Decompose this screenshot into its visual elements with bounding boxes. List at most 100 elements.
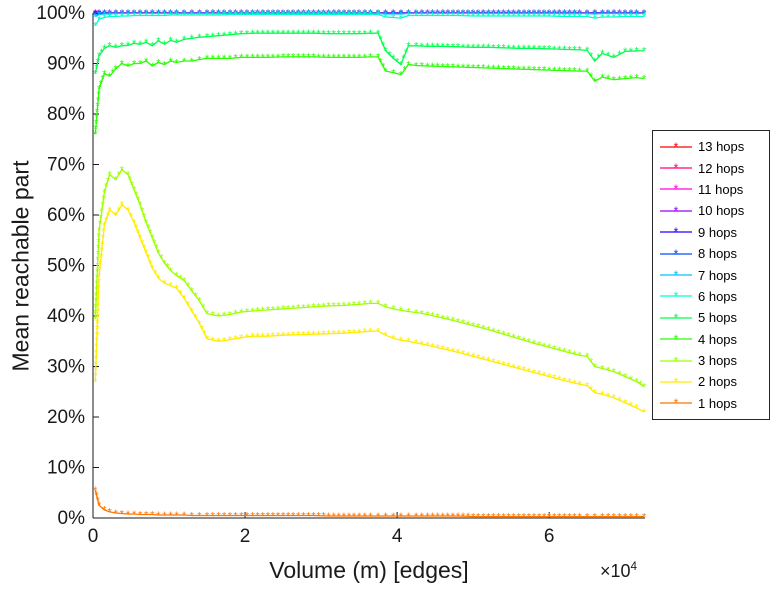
marker-asterisk: *: [201, 302, 206, 314]
marker-asterisk: *: [162, 8, 167, 20]
marker-asterisk: *: [532, 338, 537, 350]
marker-asterisk: *: [414, 307, 419, 319]
legend-item-12-hops: * 12 hops: [659, 157, 769, 178]
marker-asterisk: *: [291, 330, 296, 342]
marker-asterisk: *: [94, 353, 99, 365]
marker-asterisk: *: [522, 365, 527, 377]
marker-asterisk: *: [589, 356, 594, 368]
marker-asterisk: *: [256, 331, 261, 343]
legend-item-4-hops: * 4 hops: [659, 329, 769, 350]
marker-asterisk: *: [114, 11, 119, 23]
marker-asterisk: *: [150, 8, 155, 20]
marker-asterisk: *: [368, 511, 373, 523]
marker-asterisk: *: [301, 28, 306, 40]
marker-asterisk: *: [332, 328, 337, 340]
marker-asterisk: *: [95, 335, 100, 347]
marker-asterisk: *: [117, 169, 122, 181]
series-line-2-hops: [94, 203, 645, 413]
y-tick-label: 60%: [47, 205, 85, 226]
marker-asterisk: *: [128, 174, 133, 186]
marker-asterisk: *: [251, 306, 256, 318]
marker-asterisk: *: [276, 28, 281, 40]
marker-asterisk: *: [522, 511, 527, 523]
marker-asterisk: *: [376, 28, 381, 40]
marker-asterisk: *: [642, 8, 647, 20]
marker-asterisk: *: [577, 66, 582, 78]
marker-asterisk: *: [572, 8, 577, 20]
marker-asterisk: *: [391, 9, 396, 21]
series-markers-2-hops: ****************************** *** *******…: [93, 200, 647, 419]
marker-asterisk: *: [144, 217, 149, 229]
marker-asterisk: *: [446, 41, 451, 53]
legend-label: 1 hops: [698, 395, 738, 411]
marker-asterisk: *: [97, 9, 102, 21]
marker-asterisk: *: [197, 54, 202, 66]
marker-asterisk: *: [532, 511, 537, 523]
marker-asterisk: *: [384, 46, 389, 58]
marker-asterisk: *: [96, 101, 101, 113]
marker-asterisk: *: [138, 200, 143, 212]
marker-asterisk: *: [94, 284, 99, 296]
marker-asterisk: *: [114, 63, 119, 75]
marker-asterisk: *: [585, 66, 590, 78]
marker-asterisk: *: [93, 20, 98, 32]
legend-swatch: *: [660, 204, 692, 218]
marker-asterisk: *: [222, 335, 227, 347]
marker-asterisk: *: [276, 304, 281, 316]
marker-asterisk: *: [496, 63, 501, 75]
marker-asterisk: *: [197, 510, 202, 522]
marker-asterisk: *: [156, 248, 161, 260]
marker-asterisk: *: [404, 47, 409, 59]
marker-asterisk: *: [321, 28, 326, 40]
marker-asterisk: *: [585, 351, 590, 363]
marker-asterisk: *: [585, 511, 590, 523]
series-line-1-hops: [94, 490, 645, 518]
marker-asterisk: *: [517, 363, 522, 375]
marker-asterisk: *: [399, 335, 404, 347]
marker-asterisk: *: [347, 52, 352, 64]
legend-marker-asterisk: *: [674, 311, 679, 325]
marker-asterisk: *: [562, 346, 567, 358]
legend-label: 2 hops: [698, 374, 738, 390]
marker-asterisk: *: [200, 323, 205, 335]
marker-asterisk: *: [425, 511, 430, 523]
marker-asterisk: *: [251, 510, 256, 522]
marker-asterisk: *: [102, 220, 107, 232]
marker-asterisk: *: [552, 373, 557, 385]
marker-asterisk: *: [142, 243, 147, 255]
series-line-6-hops: [94, 13, 645, 26]
marker-asterisk: *: [162, 39, 167, 51]
marker-asterisk: *: [276, 9, 281, 21]
marker-asterisk: *: [239, 29, 244, 41]
marker-asterisk: *: [567, 511, 572, 523]
marker-asterisk: *: [552, 44, 557, 56]
marker-asterisk: *: [332, 52, 337, 64]
marker-asterisk: *: [93, 11, 98, 23]
marker-asterisk: *: [228, 53, 233, 65]
marker-asterisk: *: [256, 9, 261, 21]
marker-asterisk: *: [596, 52, 601, 64]
marker-asterisk: *: [266, 331, 271, 343]
marker-asterisk: *: [205, 510, 210, 522]
marker-asterisk: *: [332, 301, 337, 313]
marker-asterisk: *: [606, 50, 611, 62]
marker-asterisk: *: [205, 32, 210, 44]
marker-asterisk: *: [491, 511, 496, 523]
marker-asterisk: *: [476, 11, 481, 23]
marker-asterisk: *: [425, 61, 430, 73]
marker-asterisk: *: [557, 11, 562, 23]
marker-asterisk: *: [542, 11, 547, 23]
marker-asterisk: *: [306, 329, 311, 341]
marker-asterisk: *: [266, 510, 271, 522]
marker-asterisk: *: [352, 300, 357, 312]
legend-item-13-hops: * 13 hops: [659, 136, 769, 157]
marker-asterisk: *: [466, 511, 471, 523]
legend-item-10-hops: * 10 hops: [659, 200, 769, 221]
marker-asterisk: *: [368, 326, 373, 338]
marker-asterisk: *: [156, 273, 161, 285]
marker-asterisk: *: [168, 10, 173, 22]
legend-marker-asterisk: *: [674, 247, 679, 261]
legend-marker-asterisk: *: [674, 375, 679, 389]
marker-asterisk: *: [547, 8, 552, 20]
marker-asterisk: *: [114, 508, 119, 520]
